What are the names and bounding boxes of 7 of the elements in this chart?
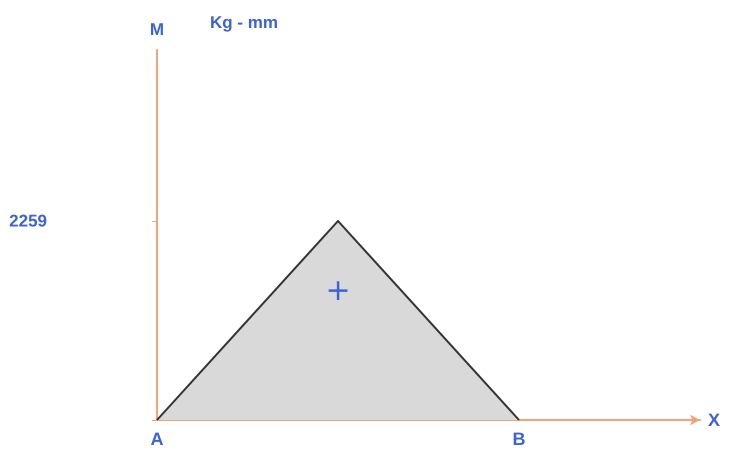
- x-tick-label: A: [150, 429, 164, 449]
- annotation: +: [325, 273, 351, 308]
- y-tick-label: 2259: [9, 211, 47, 230]
- y-axis-title: M: [150, 20, 164, 39]
- x-tick-label: B: [512, 429, 526, 449]
- text: Kg - mm: [210, 13, 278, 32]
- x-axis-title: X: [708, 410, 720, 430]
